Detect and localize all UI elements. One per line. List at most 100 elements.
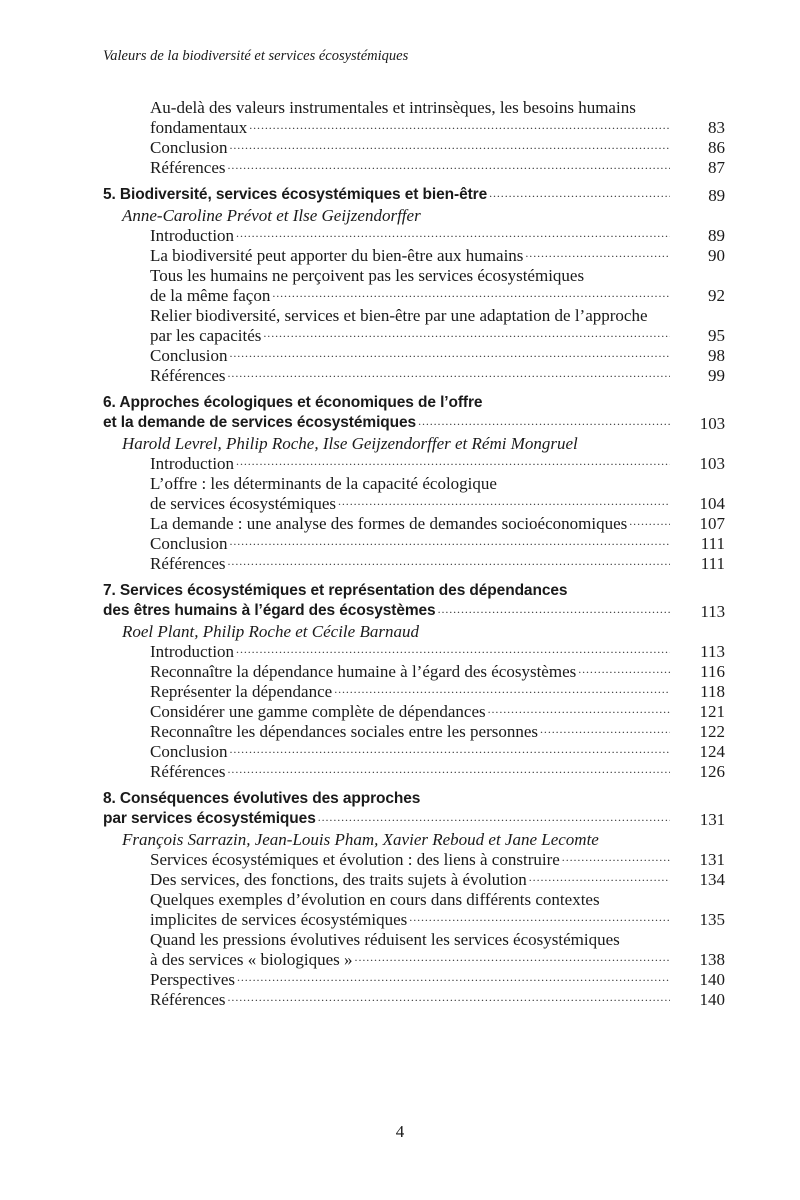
entry-line: Références 111 bbox=[103, 554, 725, 574]
entry-text: par services écosystémiques bbox=[103, 810, 316, 827]
entry-text: et la demande de services écosystémiques bbox=[103, 414, 417, 431]
toc-item[interactable]: La demande : une analyse des formes de d… bbox=[103, 514, 725, 534]
toc-item[interactable]: L’offre : les déterminants de la capacit… bbox=[103, 474, 725, 514]
entry-page-number: 89 bbox=[708, 226, 725, 245]
entry-line: Références 99 bbox=[103, 366, 725, 386]
entry-text: Introduction bbox=[150, 642, 235, 661]
entry-page-number: 131 bbox=[699, 850, 726, 869]
dot-leader bbox=[418, 414, 670, 434]
entry-page-number: 107 bbox=[699, 514, 726, 533]
dot-leader bbox=[229, 534, 670, 554]
dot-leader bbox=[438, 602, 670, 622]
chapter-authors: Harold Levrel, Philip Roche, Ilse Geijze… bbox=[122, 434, 578, 453]
chapter-authors: Anne-Caroline Prévot et Ilse Geijzendorf… bbox=[122, 206, 421, 225]
entry-page-number: 126 bbox=[699, 762, 726, 781]
toc-item[interactable]: Conclusion 124 bbox=[103, 742, 725, 762]
entry-line: Introduction 89 bbox=[103, 226, 725, 246]
toc-item[interactable]: Introduction 89 bbox=[103, 226, 725, 246]
entry-text: 6. Approches écologiques et économiques … bbox=[103, 394, 483, 411]
toc-item[interactable]: Conclusion 98 bbox=[103, 346, 725, 366]
entry-line: et la demande de services écosystémiques… bbox=[103, 414, 725, 434]
entry-page-number: 103 bbox=[699, 454, 726, 473]
entry-text: La biodiversité peut apporter du bien-êt… bbox=[150, 246, 524, 265]
toc-item[interactable]: Représenter la dépendance 118 bbox=[103, 682, 725, 702]
entry-line: 7. Services écosystémiques et représenta… bbox=[103, 582, 725, 602]
entry-line: de services écosystémiques 104 bbox=[103, 494, 725, 514]
toc-item[interactable]: Au-delà des valeurs instrumentales et in… bbox=[103, 98, 725, 138]
entry-page-number: 103 bbox=[699, 414, 725, 433]
toc-item[interactable]: Considérer une gamme complète de dépenda… bbox=[103, 702, 725, 722]
toc-item[interactable]: Services écosystémiques et évolution : d… bbox=[103, 850, 725, 870]
entry-text: par les capacités bbox=[150, 326, 262, 345]
toc-item[interactable]: Reconnaître les dépendances sociales ent… bbox=[103, 722, 725, 742]
entry-line: par services écosystémiques 131 bbox=[103, 810, 725, 830]
entry-line: La biodiversité peut apporter du bien-êt… bbox=[103, 246, 725, 266]
entry-text: Perspectives bbox=[150, 970, 235, 989]
entry-line: fondamentaux 83 bbox=[103, 118, 725, 138]
toc-item[interactable]: Références 111 bbox=[103, 554, 725, 574]
chapter-section: 6. Approches écologiques et économiques … bbox=[103, 394, 725, 574]
dot-leader bbox=[578, 662, 670, 682]
entry-line: Représenter la dépendance 118 bbox=[103, 682, 725, 702]
toc-item[interactable]: Références 99 bbox=[103, 366, 725, 386]
chapter-title[interactable]: 6. Approches écologiques et économiques … bbox=[103, 394, 725, 434]
chapter-title[interactable]: 7. Services écosystémiques et représenta… bbox=[103, 582, 725, 622]
entry-text: Conclusion bbox=[150, 138, 228, 157]
dot-leader bbox=[529, 870, 670, 890]
dot-leader bbox=[489, 186, 670, 206]
entry-line: de la même façon 92 bbox=[103, 286, 725, 306]
entry-line: Quand les pressions évolutives réduisent… bbox=[103, 930, 725, 950]
entry-text: La demande : une analyse des formes de d… bbox=[150, 514, 628, 533]
entry-line: 5. Biodiversité, services écosystémiques… bbox=[103, 186, 725, 206]
entry-text: Considérer une gamme complète de dépenda… bbox=[150, 702, 486, 721]
entry-page-number: 89 bbox=[708, 186, 725, 205]
dot-leader bbox=[228, 554, 670, 574]
entry-line: Relier biodiversité, services et bien-êt… bbox=[103, 306, 725, 326]
entry-text: Reconnaître les dépendances sociales ent… bbox=[150, 722, 539, 741]
toc-item[interactable]: Relier biodiversité, services et bien-êt… bbox=[103, 306, 725, 346]
toc-item[interactable]: Conclusion 86 bbox=[103, 138, 725, 158]
toc-item[interactable]: Tous les humains ne perçoivent pas les s… bbox=[103, 266, 725, 306]
entry-text: Introduction bbox=[150, 226, 235, 245]
toc-item[interactable]: Conclusion 111 bbox=[103, 534, 725, 554]
entry-page-number: 87 bbox=[708, 158, 725, 177]
dot-leader bbox=[237, 970, 670, 990]
toc-item[interactable]: Introduction 103 bbox=[103, 454, 725, 474]
chapter-title[interactable]: 8. Conséquences évolutives des approches… bbox=[103, 790, 725, 830]
toc-item[interactable]: Quand les pressions évolutives réduisent… bbox=[103, 930, 725, 970]
entry-line: Références 87 bbox=[103, 158, 725, 178]
toc-item[interactable]: Des services, des fonctions, des traits … bbox=[103, 870, 725, 890]
toc-item[interactable]: Introduction 113 bbox=[103, 642, 725, 662]
toc-item[interactable]: La biodiversité peut apporter du bien-êt… bbox=[103, 246, 725, 266]
entry-page-number: 90 bbox=[708, 246, 725, 265]
entry-text: Relier biodiversité, services et bien-êt… bbox=[150, 306, 648, 325]
toc-item[interactable]: Perspectives 140 bbox=[103, 970, 725, 990]
toc-item[interactable]: Reconnaître la dépendance humaine à l’ég… bbox=[103, 662, 725, 682]
entry-text: Au-delà des valeurs instrumentales et in… bbox=[150, 98, 636, 117]
entry-line: à des services « biologiques » 138 bbox=[103, 950, 725, 970]
entry-page-number: 104 bbox=[699, 494, 726, 513]
dot-leader bbox=[318, 810, 670, 830]
entry-line: Conclusion 111 bbox=[103, 534, 725, 554]
entry-page-number: 86 bbox=[708, 138, 725, 157]
entry-text: Conclusion bbox=[150, 346, 228, 365]
entry-page-number: 140 bbox=[699, 990, 726, 1009]
entry-text: de la même façon bbox=[150, 286, 271, 305]
chapter-title[interactable]: 5. Biodiversité, services écosystémiques… bbox=[103, 186, 725, 206]
toc-item[interactable]: Quelques exemples d’évolution en cours d… bbox=[103, 890, 725, 930]
entry-line: Au-delà des valeurs instrumentales et in… bbox=[103, 98, 725, 118]
dot-leader bbox=[228, 158, 670, 178]
entry-line: Considérer une gamme complète de dépenda… bbox=[103, 702, 725, 722]
toc-item[interactable]: Références 126 bbox=[103, 762, 725, 782]
entry-page-number: 140 bbox=[699, 970, 726, 989]
dot-leader bbox=[562, 850, 670, 870]
dot-leader bbox=[540, 722, 670, 742]
entry-line: 6. Approches écologiques et économiques … bbox=[103, 394, 725, 414]
chapter-authors: François Sarrazin, Jean-Louis Pham, Xavi… bbox=[122, 830, 599, 849]
toc-item[interactable]: Références 140 bbox=[103, 990, 725, 1010]
entry-text: Références bbox=[150, 990, 226, 1009]
dot-leader bbox=[229, 346, 670, 366]
entry-text: 7. Services écosystémiques et représenta… bbox=[103, 582, 568, 599]
toc-item[interactable]: Références 87 bbox=[103, 158, 725, 178]
dot-leader bbox=[229, 742, 670, 762]
